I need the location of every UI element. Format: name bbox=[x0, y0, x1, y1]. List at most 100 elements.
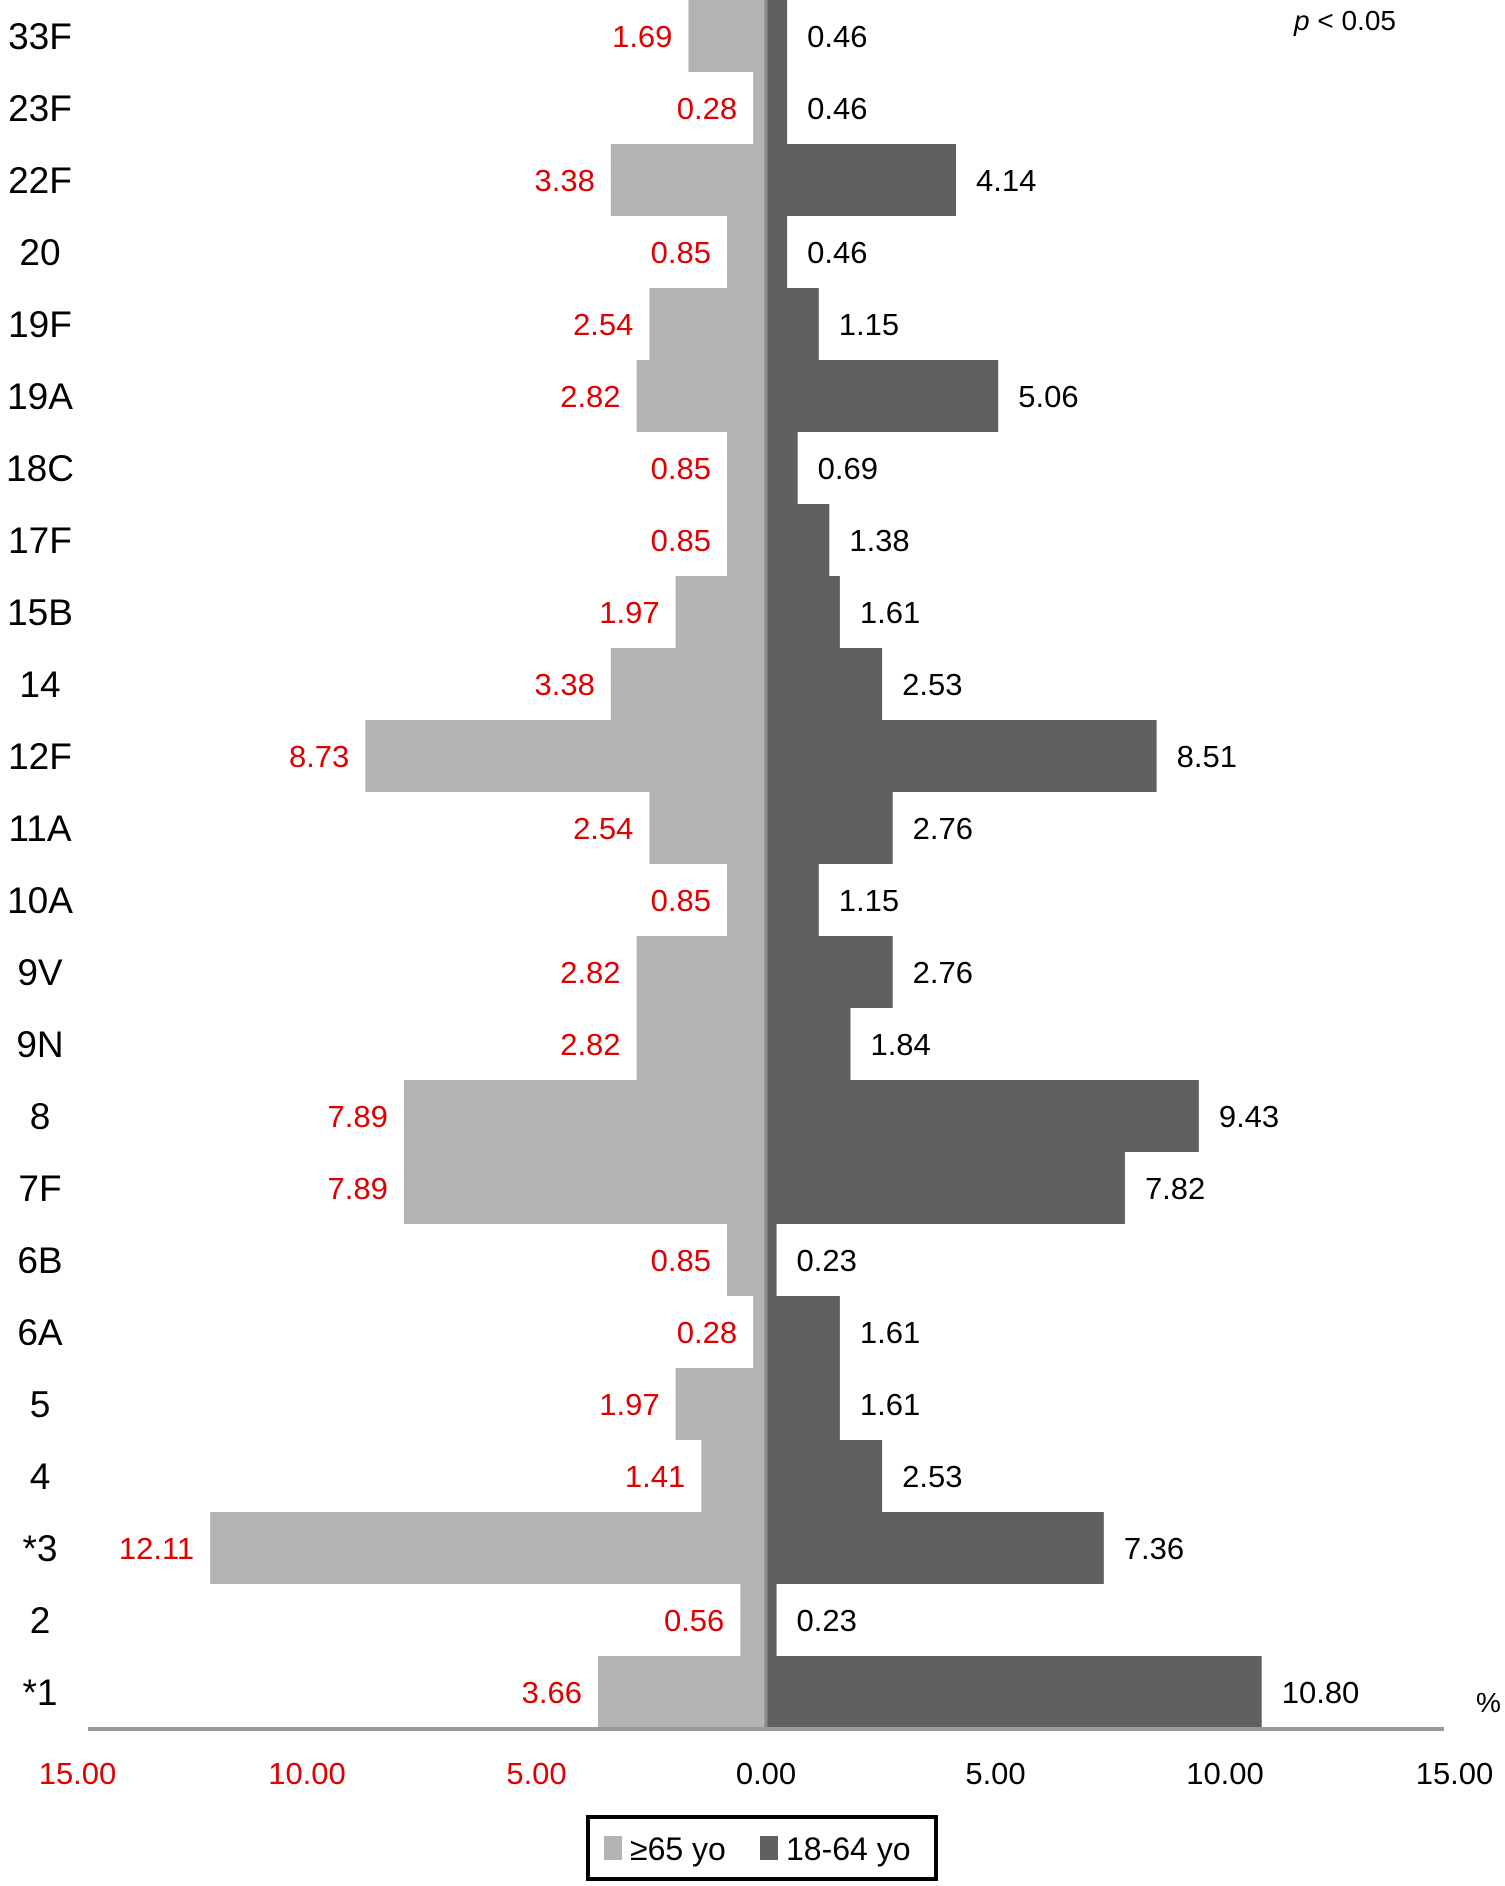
bar-18-64 bbox=[766, 936, 893, 1008]
bar-18-64 bbox=[766, 360, 999, 432]
value-label-18-64: 9.43 bbox=[1219, 1099, 1279, 1134]
bar-65plus bbox=[636, 360, 766, 432]
bar-18-64 bbox=[766, 720, 1157, 792]
value-label-65plus: 0.85 bbox=[651, 1243, 711, 1278]
value-label-65plus: 0.85 bbox=[651, 883, 711, 918]
value-label-65plus: 2.82 bbox=[560, 1027, 620, 1062]
bar-65plus bbox=[726, 864, 766, 936]
bar-65plus bbox=[688, 0, 766, 72]
bar-65plus bbox=[675, 1368, 766, 1440]
category-label: 6B bbox=[17, 1240, 62, 1281]
bar-65plus bbox=[701, 1440, 766, 1512]
legend: ≥65 yo 18-64 yo bbox=[586, 1815, 938, 1881]
bar-18-64 bbox=[766, 432, 798, 504]
category-label: 17F bbox=[8, 520, 72, 561]
category-label: 6A bbox=[17, 1312, 63, 1353]
value-label-18-64: 1.38 bbox=[849, 523, 909, 558]
value-label-18-64: 2.53 bbox=[902, 667, 962, 702]
bar-18-64 bbox=[766, 1368, 840, 1440]
bar-18-64 bbox=[766, 1656, 1262, 1728]
category-label: 12F bbox=[8, 736, 72, 777]
bar-65plus bbox=[726, 432, 766, 504]
x-unit-label: % bbox=[1476, 1687, 1501, 1718]
value-label-65plus: 0.85 bbox=[651, 451, 711, 486]
category-label: 10A bbox=[7, 880, 73, 921]
value-label-18-64: 5.06 bbox=[1018, 379, 1078, 414]
category-label: 2 bbox=[30, 1600, 51, 1641]
value-label-65plus: 0.28 bbox=[677, 91, 737, 126]
value-label-65plus: 0.85 bbox=[651, 523, 711, 558]
bar-65plus bbox=[636, 936, 766, 1008]
bar-18-64 bbox=[766, 1296, 840, 1368]
category-label: *3 bbox=[23, 1528, 58, 1569]
value-label-65plus: 0.85 bbox=[651, 235, 711, 270]
bar-18-64 bbox=[766, 1224, 777, 1296]
value-label-65plus: 3.38 bbox=[535, 667, 595, 702]
value-label-65plus: 7.89 bbox=[328, 1171, 388, 1206]
value-label-65plus: 1.97 bbox=[599, 595, 659, 630]
x-tick-label: 5.00 bbox=[506, 1756, 566, 1791]
bar-18-64 bbox=[766, 1512, 1104, 1584]
x-tick-label: 5.00 bbox=[965, 1756, 1025, 1791]
bar-18-64 bbox=[766, 288, 819, 360]
value-label-18-64: 10.80 bbox=[1282, 1675, 1360, 1710]
bar-65plus bbox=[726, 1224, 766, 1296]
bar-65plus bbox=[403, 1080, 766, 1152]
category-label: 19A bbox=[7, 376, 73, 417]
value-label-18-64: 4.14 bbox=[976, 163, 1036, 198]
category-label: *1 bbox=[23, 1672, 58, 1713]
value-label-65plus: 2.82 bbox=[560, 379, 620, 414]
bar-65plus bbox=[365, 720, 766, 792]
value-label-18-64: 1.15 bbox=[839, 883, 899, 918]
bar-65plus bbox=[610, 144, 766, 216]
category-label: 18C bbox=[6, 448, 74, 489]
value-label-18-64: 1.61 bbox=[860, 1387, 920, 1422]
bar-18-64 bbox=[766, 1080, 1199, 1152]
bar-65plus bbox=[675, 576, 766, 648]
category-label: 5 bbox=[30, 1384, 51, 1425]
bar-65plus bbox=[740, 1584, 766, 1656]
value-label-18-64: 1.84 bbox=[870, 1027, 930, 1062]
value-label-65plus: 8.73 bbox=[289, 739, 349, 774]
bar-18-64 bbox=[766, 144, 957, 216]
bar-65plus bbox=[649, 288, 766, 360]
category-label: 33F bbox=[8, 16, 72, 57]
category-label: 9V bbox=[17, 952, 63, 993]
value-label-18-64: 0.69 bbox=[818, 451, 878, 486]
bar-65plus bbox=[753, 1296, 766, 1368]
category-label: 11A bbox=[8, 808, 71, 849]
x-tick-label: 10.00 bbox=[1186, 1756, 1264, 1791]
x-tick-label: 15.00 bbox=[1416, 1756, 1494, 1791]
value-label-65plus: 0.56 bbox=[664, 1603, 724, 1638]
value-label-18-64: 7.82 bbox=[1145, 1171, 1205, 1206]
value-label-18-64: 2.76 bbox=[913, 955, 973, 990]
category-label: 9N bbox=[16, 1024, 63, 1065]
x-tick-label: 10.00 bbox=[268, 1756, 346, 1791]
significance-note: p < 0.05 bbox=[1293, 5, 1396, 36]
value-label-65plus: 12.11 bbox=[119, 1531, 194, 1566]
value-label-18-64: 1.61 bbox=[860, 1315, 920, 1350]
bar-65plus bbox=[598, 1656, 766, 1728]
value-label-65plus: 1.41 bbox=[625, 1459, 685, 1494]
bar-18-64 bbox=[766, 1440, 883, 1512]
value-label-65plus: 2.54 bbox=[573, 307, 633, 342]
bar-18-64 bbox=[766, 648, 883, 720]
category-label: 14 bbox=[19, 664, 60, 705]
bar-65plus bbox=[753, 72, 766, 144]
value-label-65plus: 0.28 bbox=[677, 1315, 737, 1350]
category-label: 22F bbox=[8, 160, 72, 201]
bar-18-64 bbox=[766, 1008, 851, 1080]
bar-65plus bbox=[726, 216, 766, 288]
value-label-65plus: 7.89 bbox=[328, 1099, 388, 1134]
value-label-65plus: 1.69 bbox=[612, 19, 672, 54]
x-tick-label: 0.00 bbox=[736, 1756, 796, 1791]
bar-18-64 bbox=[766, 1584, 777, 1656]
value-label-65plus: 2.54 bbox=[573, 811, 633, 846]
bar-18-64 bbox=[766, 864, 819, 936]
value-label-18-64: 1.61 bbox=[860, 595, 920, 630]
category-label: 7F bbox=[18, 1168, 61, 1209]
bar-18-64 bbox=[766, 576, 840, 648]
value-label-18-64: 0.23 bbox=[797, 1603, 857, 1638]
category-label: 20 bbox=[19, 232, 60, 273]
